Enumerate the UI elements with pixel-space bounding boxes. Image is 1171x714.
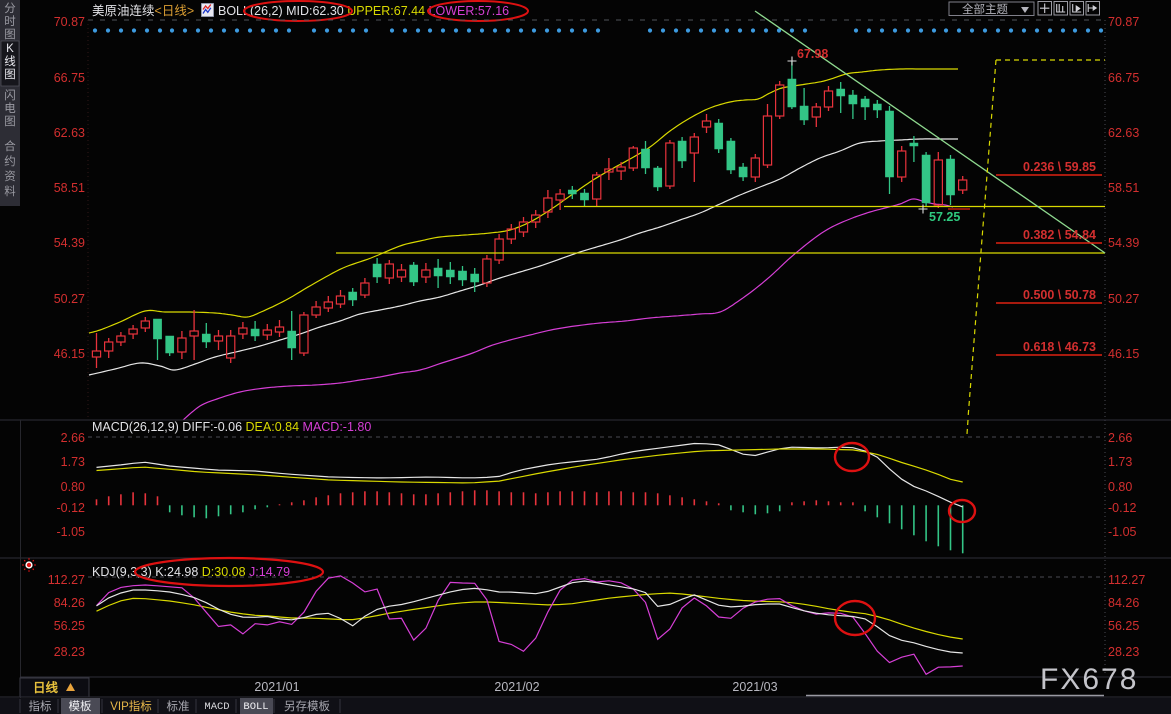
svg-text:-1.05: -1.05 bbox=[57, 525, 86, 539]
svg-text:0.80: 0.80 bbox=[1108, 480, 1132, 494]
svg-text:KDJ(9,3,3) K:24.98 D:30.08 J:1: KDJ(9,3,3) K:24.98 D:30.08 J:14.79 bbox=[92, 565, 290, 579]
svg-text:0.618 \ 46.73: 0.618 \ 46.73 bbox=[1023, 340, 1096, 354]
svg-text:图: 图 bbox=[4, 115, 16, 128]
svg-text:MACD: MACD bbox=[204, 701, 229, 713]
svg-text:线: 线 bbox=[4, 54, 16, 68]
svg-text:66.75: 66.75 bbox=[1108, 71, 1139, 85]
svg-text:日线: 日线 bbox=[33, 680, 59, 695]
svg-text:0.500 \ 50.78: 0.500 \ 50.78 bbox=[1023, 288, 1096, 302]
svg-text:28.23: 28.23 bbox=[1108, 645, 1139, 659]
svg-text:57.25: 57.25 bbox=[929, 210, 960, 224]
svg-text:54.39: 54.39 bbox=[1108, 236, 1139, 250]
svg-text:-1.05: -1.05 bbox=[1108, 525, 1137, 539]
svg-text:-0.12: -0.12 bbox=[57, 501, 86, 515]
svg-text:MACD(26,12,9) DIFF:-0.06 DEA:0: MACD(26,12,9) DIFF:-0.06 DEA:0.84 MACD:-… bbox=[92, 420, 371, 434]
svg-text:70.87: 70.87 bbox=[54, 15, 85, 29]
svg-text:合: 合 bbox=[4, 139, 16, 153]
svg-text:70.87: 70.87 bbox=[1108, 15, 1139, 29]
svg-text:指标: 指标 bbox=[29, 699, 52, 713]
svg-text:另存模板: 另存模板 bbox=[284, 699, 330, 713]
svg-text:46.15: 46.15 bbox=[1108, 347, 1139, 361]
svg-text:1.73: 1.73 bbox=[1108, 455, 1132, 469]
svg-text:料: 料 bbox=[4, 184, 16, 198]
svg-text:BOLL: BOLL bbox=[243, 701, 268, 713]
svg-text:62.63: 62.63 bbox=[54, 126, 85, 140]
svg-text:闪: 闪 bbox=[4, 88, 16, 102]
svg-text:美原油连续<日线>: 美原油连续<日线> bbox=[92, 3, 194, 18]
svg-text:56.25: 56.25 bbox=[54, 619, 85, 633]
svg-text:112.27: 112.27 bbox=[48, 573, 85, 587]
svg-text:VIP指标: VIP指标 bbox=[110, 699, 152, 713]
svg-text:56.25: 56.25 bbox=[1108, 619, 1139, 633]
svg-text:112.27: 112.27 bbox=[1108, 573, 1145, 587]
svg-text:0.80: 0.80 bbox=[61, 480, 85, 494]
svg-text:67.98: 67.98 bbox=[797, 47, 828, 61]
svg-text:K: K bbox=[6, 43, 14, 55]
svg-text:2021/03: 2021/03 bbox=[732, 680, 777, 694]
svg-text:50.27: 50.27 bbox=[1108, 292, 1139, 306]
svg-text:66.75: 66.75 bbox=[54, 71, 85, 85]
svg-text:0.382 \ 54.84: 0.382 \ 54.84 bbox=[1023, 228, 1096, 242]
svg-text:资: 资 bbox=[4, 170, 16, 183]
svg-text:58.51: 58.51 bbox=[54, 181, 85, 195]
svg-text:28.23: 28.23 bbox=[54, 645, 85, 659]
svg-text:54.39: 54.39 bbox=[54, 236, 85, 250]
svg-text:时: 时 bbox=[4, 15, 16, 28]
svg-text:0.236 \ 59.85: 0.236 \ 59.85 bbox=[1023, 160, 1096, 174]
svg-text:2021/02: 2021/02 bbox=[494, 680, 539, 694]
svg-text:BOLL(26,2) MID:62.30 UPPER:67.: BOLL(26,2) MID:62.30 UPPER:67.44 LOWER:5… bbox=[218, 4, 509, 18]
svg-text:46.15: 46.15 bbox=[54, 347, 85, 361]
svg-text:84.26: 84.26 bbox=[54, 596, 85, 610]
svg-text:84.26: 84.26 bbox=[1108, 596, 1139, 610]
svg-text:62.63: 62.63 bbox=[1108, 126, 1139, 140]
svg-text:电: 电 bbox=[4, 102, 16, 115]
svg-text:2.66: 2.66 bbox=[1108, 431, 1132, 445]
svg-text:2021/01: 2021/01 bbox=[254, 680, 299, 694]
svg-text:50.27: 50.27 bbox=[54, 292, 85, 306]
svg-text:标准: 标准 bbox=[167, 700, 190, 713]
svg-text:58.51: 58.51 bbox=[1108, 181, 1139, 195]
svg-text:图: 图 bbox=[4, 28, 16, 41]
svg-text:图: 图 bbox=[4, 68, 16, 81]
svg-text:约: 约 bbox=[4, 154, 16, 168]
svg-text:分: 分 bbox=[4, 2, 16, 15]
svg-text:1.73: 1.73 bbox=[61, 455, 85, 469]
svg-text:FX678: FX678 bbox=[1040, 663, 1138, 696]
svg-text:2.66: 2.66 bbox=[61, 431, 85, 445]
svg-text:全部主题: 全部主题 bbox=[962, 2, 1008, 16]
svg-text:-0.12: -0.12 bbox=[1108, 501, 1137, 515]
svg-text:模板: 模板 bbox=[69, 699, 92, 713]
